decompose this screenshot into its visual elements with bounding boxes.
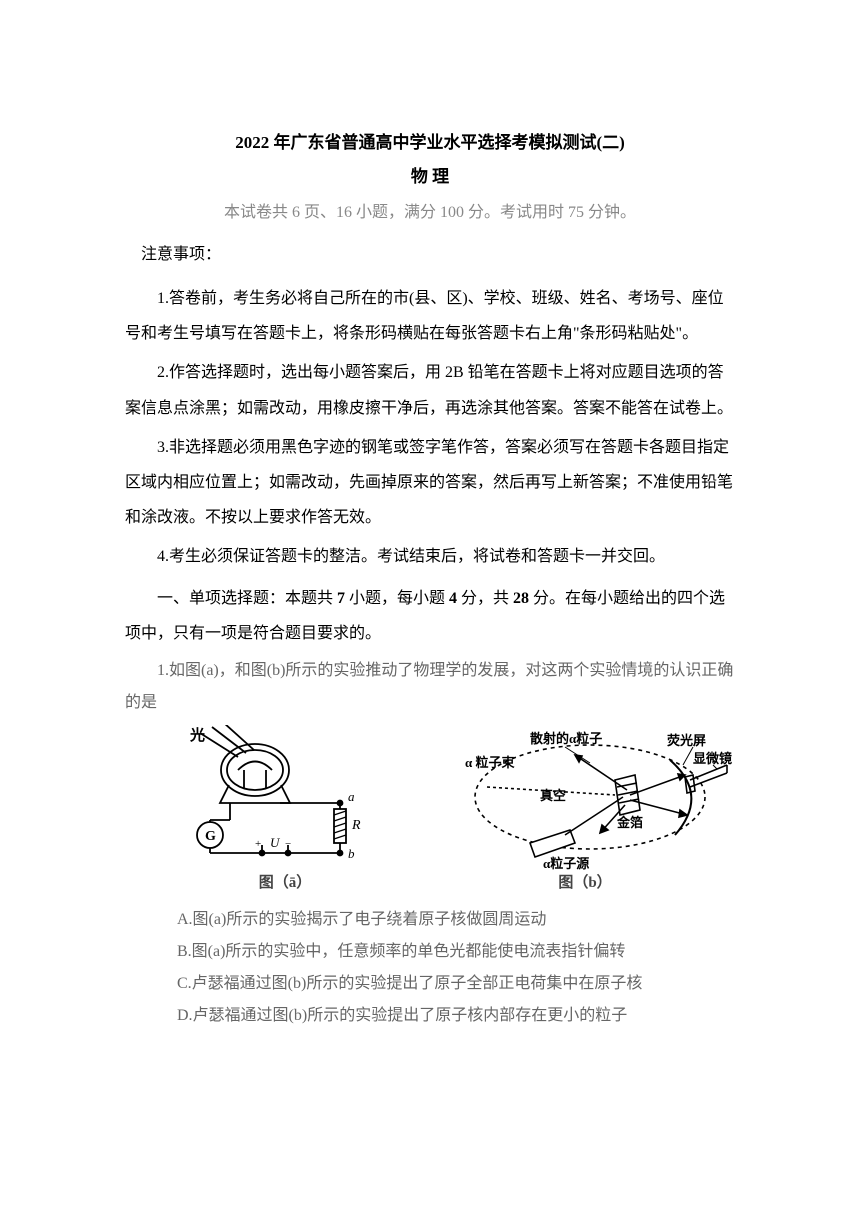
foil-label: 金箔 [616,815,643,830]
galvanometer-label: G [205,829,216,844]
notice-item: 1.答卷前，考生务必将自己所在的市(县、区)、学校、班级、姓名、考场号、座位号和… [125,281,735,351]
notice-item: 3.非选择题必须用黑色字迹的钢笔或签字笔作答，答案必须写在答题卡各题目指定区域内… [125,430,735,536]
figure-b-caption: 图（b） [558,872,611,895]
section-mid: 分，共 [457,590,513,607]
option-a: A.图(a)所示的实验揭示了电子绕着原子核做圆周运动 [177,904,735,936]
section-points: 4 [449,590,457,607]
figure-a-svg: 光 a b R G U + − [170,725,400,870]
voltage-label: U [270,835,281,850]
q1-options: A.图(a)所示的实验揭示了电子绕着原子核做圆周运动 B.图(a)所示的实验中，… [177,904,735,1032]
figures-row: 光 a b R G U + − 图（ā） [155,725,735,895]
notice-heading: 注意事项： [125,243,735,267]
node-a-label: a [348,789,355,804]
beam-label: α 粒子束 [465,755,516,770]
scattered-label: 散射的α粒子 [530,731,602,746]
option-c: C.卢瑟福通过图(b)所示的实验提出了原子全部正电荷集中在原子核 [177,968,735,1000]
section-total: 28 [513,590,529,607]
source-label: α粒子源 [543,856,589,870]
microscope-label: 显微镜 [693,751,732,766]
exam-info: 本试卷共 6 页、16 小题，满分 100 分。考试用时 75 分钟。 [125,201,735,225]
section-mid: 小题，每小题 [345,590,449,607]
q1-stem: 1.如图(a)，和图(b)所示的实验推动了物理学的发展，对这两个实验情境的认识正… [125,655,735,719]
notice-item: 2.作答选择题时，选出每小题答案后，用 2B 铅笔在答题卡上将对应题目选项的答案… [125,355,735,425]
figure-b: 散射的α粒子 α 粒子束 真空 金箔 α粒子源 荧光屏 显微镜 图（b） [435,725,735,895]
polarity-icon: + [255,838,261,850]
subject-label: 物 理 [125,164,735,190]
figure-a: 光 a b R G U + − 图（ā） [155,725,415,895]
vacuum-label: 真空 [540,788,566,803]
figure-b-svg: 散射的α粒子 α 粒子束 真空 金箔 α粒子源 荧光屏 显微镜 [435,725,735,870]
figure-a-caption: 图（ā） [259,872,312,895]
section-count: 7 [337,590,345,607]
notice-item: 4.考生必须保证答题卡的整洁。考试结束后，将试卷和答题卡一并交回。 [125,539,735,574]
screen-label: 荧光屏 [667,733,706,748]
polarity-icon: − [285,838,291,850]
option-d: D.卢瑟福通过图(b)所示的实验提出了原子核内部存在更小的粒子 [177,1000,735,1032]
section-prefix: 一、单项选择题：本题共 [157,590,337,607]
exam-title: 2022 年广东省普通高中学业水平选择考模拟测试(二) [125,130,735,156]
section-heading: 一、单项选择题：本题共 7 小题，每小题 4 分，共 28 分。在每小题给出的四… [125,581,735,651]
node-b-label: b [348,846,355,861]
resistor-label: R [351,818,361,833]
option-b: B.图(a)所示的实验中，任意频率的单色光都能使电流表指针偏转 [177,936,735,968]
light-label: 光 [189,726,205,744]
